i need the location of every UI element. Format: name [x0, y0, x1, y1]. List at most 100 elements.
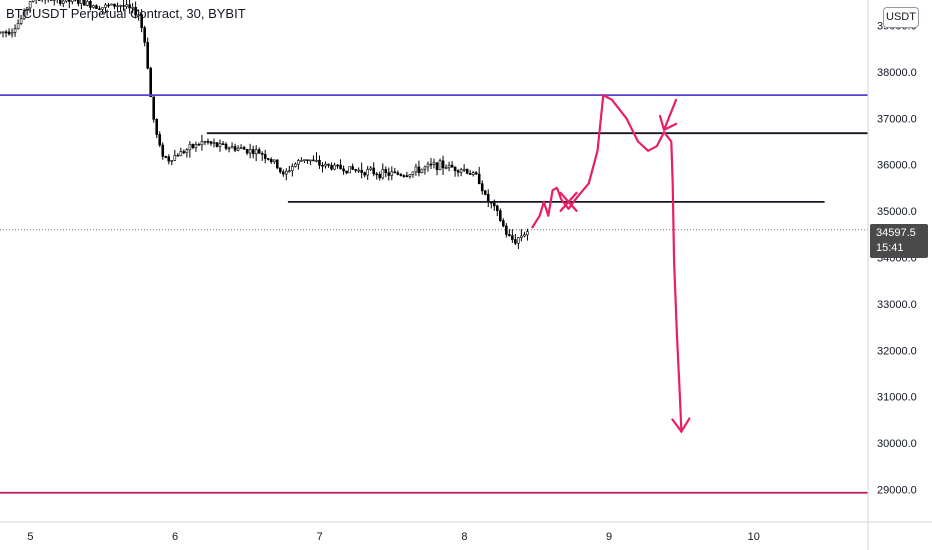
candle-body — [0, 31, 2, 34]
target-arrow-icon — [658, 98, 678, 132]
candle-body — [28, 1, 32, 9]
candle-body — [104, 4, 107, 8]
candle-body — [128, 4, 131, 9]
candle-body — [143, 27, 146, 43]
candle-body — [209, 141, 213, 144]
candle-body — [495, 205, 499, 212]
candle-body — [236, 147, 240, 151]
candle-body — [366, 169, 369, 176]
candle-body — [254, 149, 258, 155]
candle-body — [282, 171, 285, 175]
down-arrow-head-icon — [671, 417, 691, 434]
candle-body — [25, 7, 29, 11]
chart-title: BTCUSDT Perpetual Contract, 30, BYBIT — [6, 6, 246, 21]
candle-body — [61, 0, 65, 4]
candle-body — [480, 183, 484, 192]
candle-body — [260, 153, 264, 155]
candle-body — [333, 164, 336, 170]
candle-body — [4, 31, 8, 34]
candle-body — [405, 175, 409, 177]
candle-body — [309, 159, 312, 162]
candle-body — [146, 42, 149, 69]
candle-body — [351, 166, 354, 170]
candle-body — [357, 169, 360, 172]
candle-body — [179, 151, 183, 157]
candle-body — [523, 234, 526, 237]
time-tick-label: 8 — [461, 531, 467, 543]
candle-body — [230, 146, 234, 149]
candle-body — [170, 160, 174, 162]
candle-body — [16, 23, 20, 30]
candle-body — [330, 165, 333, 170]
currency-selector[interactable]: USDT — [883, 7, 919, 28]
candle-body — [411, 171, 415, 175]
candle-body — [306, 159, 309, 161]
candle-body — [116, 5, 119, 8]
candle-body — [10, 32, 14, 35]
candle-body — [514, 239, 517, 244]
price-tick-label: 33000.0 — [877, 299, 917, 311]
candle-body — [140, 14, 143, 28]
candle-body — [248, 149, 252, 154]
candle-body — [251, 149, 255, 155]
candle-body — [336, 164, 339, 167]
candle-body — [444, 167, 448, 170]
annotation-path[interactable] — [531, 94, 683, 433]
candle-body — [459, 169, 463, 173]
candle-body — [134, 6, 137, 16]
candle-body — [414, 166, 418, 173]
candle-body — [89, 1, 92, 8]
candle-body — [450, 164, 454, 168]
candle-body — [272, 159, 276, 163]
candle-body — [206, 141, 210, 143]
candle-body — [113, 3, 116, 7]
candle-body — [327, 163, 330, 166]
candle-body — [215, 142, 219, 147]
price-tick-label: 35000.0 — [877, 206, 917, 218]
candle-body — [125, 4, 128, 7]
candle-body — [77, 0, 80, 4]
candle-body — [399, 174, 403, 176]
price-tick-label: 37000.0 — [877, 113, 917, 125]
candle-body — [526, 231, 529, 236]
candle-body — [86, 1, 89, 6]
candle-body — [387, 172, 391, 176]
candle-body — [65, 0, 68, 2]
candle-body — [149, 67, 152, 98]
candle-body — [324, 163, 327, 167]
candle-body — [360, 169, 363, 173]
candle-body — [511, 235, 514, 240]
candle-body — [342, 168, 345, 172]
candle-body — [303, 159, 306, 161]
candle-body — [384, 169, 388, 174]
candle-body — [101, 7, 104, 10]
candle-body — [167, 156, 171, 162]
candle-body — [173, 154, 177, 161]
candle-body — [122, 5, 125, 7]
candle-body — [233, 146, 237, 151]
candle-body — [447, 164, 451, 169]
candle-body — [71, 0, 74, 2]
candle-body — [83, 0, 86, 6]
candle-body — [266, 158, 270, 160]
candle-body — [396, 172, 400, 175]
candle-body — [188, 143, 192, 151]
price-tick-label: 36000.0 — [877, 160, 917, 172]
candle-body — [22, 10, 26, 20]
candle-body — [110, 3, 113, 6]
candle-body — [37, 0, 41, 1]
candle-body — [471, 172, 475, 175]
candle-body — [468, 173, 472, 175]
candle-body — [499, 210, 502, 221]
candle-body — [345, 170, 348, 174]
candle-body — [300, 160, 303, 162]
candle-body — [297, 160, 300, 165]
candle-body — [429, 163, 433, 166]
candle-body — [107, 4, 110, 7]
bar-countdown: 15:41 — [876, 242, 904, 254]
candle-body — [426, 163, 430, 168]
candle-body — [288, 170, 291, 172]
candle-body — [363, 172, 366, 176]
candle-body — [417, 166, 421, 174]
